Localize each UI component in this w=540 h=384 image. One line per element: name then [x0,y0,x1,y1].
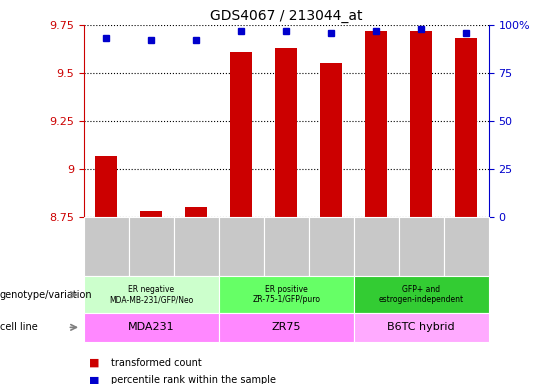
Text: transformed count: transformed count [111,358,201,368]
Bar [140,211,163,217]
Text: GSM679720: GSM679720 [416,217,426,276]
Bar [230,52,252,217]
Text: GSM679726: GSM679726 [281,217,291,276]
Text: cell line: cell line [0,322,38,333]
Text: ER negative
MDA-MB-231/GFP/Neo: ER negative MDA-MB-231/GFP/Neo [109,285,193,305]
Text: ZR75: ZR75 [272,322,301,333]
Text: genotype/variation: genotype/variation [0,290,93,300]
Text: MDA231: MDA231 [128,322,174,333]
Text: GSM679727: GSM679727 [326,217,336,276]
Text: GSM679723: GSM679723 [146,217,156,276]
Bar [410,31,433,217]
Text: percentile rank within the sample: percentile rank within the sample [111,375,276,384]
Text: ER positive
ZR-75-1/GFP/puro: ER positive ZR-75-1/GFP/puro [252,285,320,305]
Bar [185,207,207,217]
Text: GFP+ and
estrogen-independent: GFP+ and estrogen-independent [379,285,464,305]
Bar [455,38,477,217]
Text: GSM679722: GSM679722 [101,217,111,276]
Bar [320,63,342,217]
Text: GSM679725: GSM679725 [236,217,246,276]
Bar [95,156,118,217]
Text: ■: ■ [89,358,99,368]
Text: GSM679719: GSM679719 [371,217,381,276]
Text: GSM679724: GSM679724 [191,217,201,276]
Text: ■: ■ [89,375,99,384]
Bar [365,31,388,217]
Text: B6TC hybrid: B6TC hybrid [387,322,455,333]
Bar [275,48,298,217]
Title: GDS4067 / 213044_at: GDS4067 / 213044_at [210,8,362,23]
Text: GSM679721: GSM679721 [461,217,471,276]
